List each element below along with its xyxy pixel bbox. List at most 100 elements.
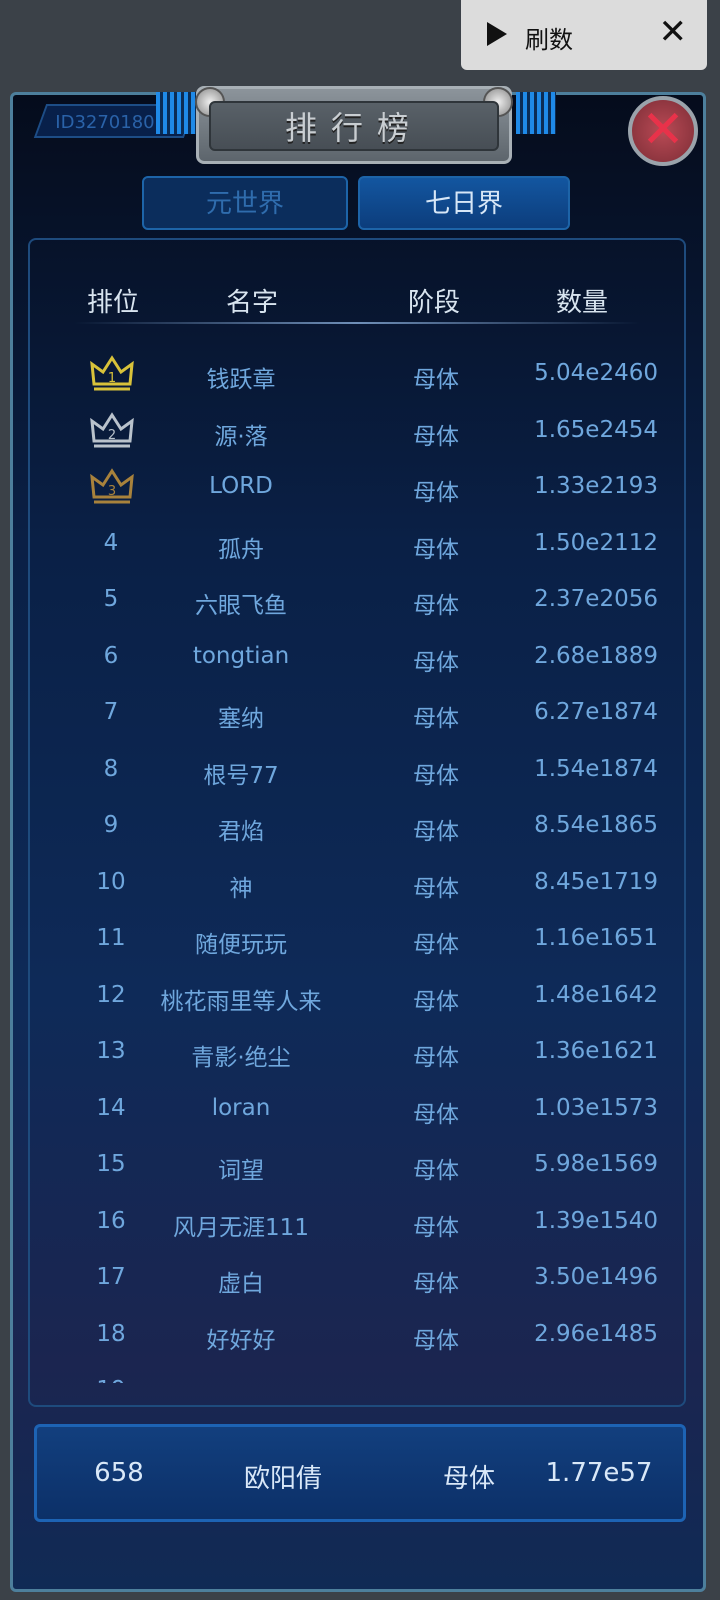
tab-qirijie[interactable]: 七日界: [358, 176, 570, 230]
table-row[interactable]: 1 钱跃章 母体 5.04e2460: [30, 348, 684, 404]
value: 1.33e2193: [534, 473, 658, 499]
stage: 母体: [413, 1101, 459, 1128]
player-name: 虚白: [218, 1271, 264, 1297]
svg-text:1: 1: [108, 371, 116, 386]
value: 1.39e1540: [534, 1207, 658, 1234]
table-row[interactable]: 12 桃花雨里等人来 母体 1.48e1642: [30, 970, 684, 1026]
stage: 母体: [413, 649, 459, 676]
rank: 6: [103, 642, 119, 669]
table-row[interactable]: 16 风月无涯111 母体 1.39e1540: [30, 1196, 684, 1252]
tab-yuanshijie[interactable]: 元世界: [142, 176, 348, 230]
player-name: 词望: [218, 1158, 264, 1184]
table-row[interactable]: 5 六眼飞鱼 母体 2.37e2056: [30, 574, 684, 630]
value: 8.54e1865: [534, 812, 658, 838]
stage: 母体: [413, 1045, 459, 1071]
rank: 4: [103, 529, 119, 556]
rank: 5: [103, 586, 119, 612]
col-rank: 排位: [86, 288, 140, 318]
wing-decoration: [156, 92, 196, 134]
rank: 7: [103, 699, 119, 725]
player-name: loran: [211, 1094, 271, 1121]
close-button[interactable]: ✕: [628, 96, 698, 166]
player-name: 孤舟: [218, 536, 264, 563]
player-name: 六眼飞鱼: [195, 593, 287, 619]
stage: 母体: [413, 423, 459, 450]
stage: 母体: [413, 762, 459, 789]
svg-text:3: 3: [108, 484, 116, 499]
stage: 母体: [413, 480, 459, 506]
value: 1.48e1642: [534, 981, 658, 1008]
rank: 17: [96, 1264, 126, 1290]
header-divider: [74, 322, 640, 324]
table-row[interactable]: 13 青影·绝尘 母体 1.36e1621: [30, 1026, 684, 1082]
value: 1.16e1651: [534, 925, 658, 951]
record-label[interactable]: 刷数: [525, 26, 573, 54]
table-row[interactable]: 19 母体: [30, 1365, 684, 1383]
value: 2.37e2056: [534, 586, 658, 612]
stage: 母体: [413, 1327, 459, 1354]
stage: 母体: [413, 593, 459, 619]
value: 1.50e2112: [534, 529, 658, 556]
table-row[interactable]: 7 塞纳 母体 6.27e1874: [30, 687, 684, 743]
rank: 18: [96, 1320, 126, 1347]
value: 3.50e1496: [534, 1264, 658, 1290]
value: 6.27e1874: [534, 699, 658, 725]
ranking-list[interactable]: 排位 名字 阶段 数量 1 钱跃章 母体 5.04e2460 2 源·落 母体 1.…: [28, 238, 686, 1407]
crown-icon: 3: [90, 468, 134, 504]
player-name: 钱跃章: [206, 367, 276, 393]
crown-icon: 1: [90, 355, 134, 391]
table-row[interactable]: 18 好好好 母体 2.96e1485: [30, 1309, 684, 1365]
table-row[interactable]: 9 君焰 母体 8.54e1865: [30, 800, 684, 856]
value: 1.03e1573: [534, 1094, 658, 1121]
leaderboard-frame: [10, 92, 706, 1592]
play-icon[interactable]: [487, 22, 507, 46]
rows-container: 1 钱跃章 母体 5.04e2460 2 源·落 母体 1.65e2454 3 LOR…: [30, 348, 684, 1383]
stage: 母体: [413, 988, 459, 1015]
player-name: 神: [229, 875, 253, 902]
player-name: tongtian: [192, 642, 290, 669]
table-row[interactable]: 8 根号77 母体 1.54e1874: [30, 744, 684, 800]
player-name: 塞纳: [218, 706, 264, 732]
col-value: 数量: [555, 288, 609, 318]
stage: 母体: [413, 1214, 459, 1241]
stage: 母体: [413, 1271, 459, 1297]
player-name: 随便玩玩: [195, 932, 287, 958]
table-row[interactable]: 10 神 母体 8.45e1719: [30, 857, 684, 913]
table-row[interactable]: 6 tongtian 母体 2.68e1889: [30, 631, 684, 687]
table-row[interactable]: 2 源·落 母体 1.65e2454: [30, 405, 684, 461]
value: 8.45e1719: [534, 868, 658, 895]
value: 5.98e1569: [534, 1151, 658, 1177]
value: 5.04e2460: [534, 360, 658, 386]
stage: 母体: [413, 932, 459, 958]
rank: 11: [96, 925, 126, 951]
rank: 12: [96, 981, 126, 1008]
svg-text:2: 2: [108, 428, 116, 443]
stage: 母体: [413, 367, 459, 393]
table-row[interactable]: 4 孤舟 母体 1.50e2112: [30, 518, 684, 574]
table-row[interactable]: 3 LORD 母体 1.33e2193: [30, 461, 684, 517]
rank: 15: [96, 1151, 126, 1177]
player-name: 根号77: [203, 762, 279, 789]
title-plate: 排行榜: [195, 86, 513, 164]
player-name: 风月无涯111: [173, 1214, 309, 1241]
close-icon[interactable]: ✕: [658, 12, 688, 52]
rank: 8: [103, 755, 119, 782]
stage: 母体: [413, 536, 459, 563]
rank: 13: [96, 1038, 126, 1064]
stage: 母体: [413, 875, 459, 902]
table-row[interactable]: 11 随便玩玩 母体 1.16e1651: [30, 913, 684, 969]
player-name: LORD: [209, 473, 273, 499]
value: 2.68e1889: [534, 642, 658, 669]
table-row[interactable]: 17 虚白 母体 3.50e1496: [30, 1252, 684, 1308]
my-rank: 658: [94, 1458, 144, 1488]
col-name: 名字: [225, 288, 279, 318]
rank: 14: [96, 1094, 126, 1121]
rank: 10: [96, 868, 126, 895]
value: 1.65e2454: [534, 416, 658, 443]
stage: 母体: [413, 819, 459, 845]
player-name: 好好好: [206, 1327, 276, 1354]
table-row[interactable]: 15 词望 母体 5.98e1569: [30, 1139, 684, 1195]
table-row[interactable]: 14 loran 母体 1.03e1573: [30, 1083, 684, 1139]
my-rank-row: 658 欧阳倩 母体 1.77e57: [34, 1424, 686, 1522]
stage: 母体: [413, 1377, 459, 1383]
